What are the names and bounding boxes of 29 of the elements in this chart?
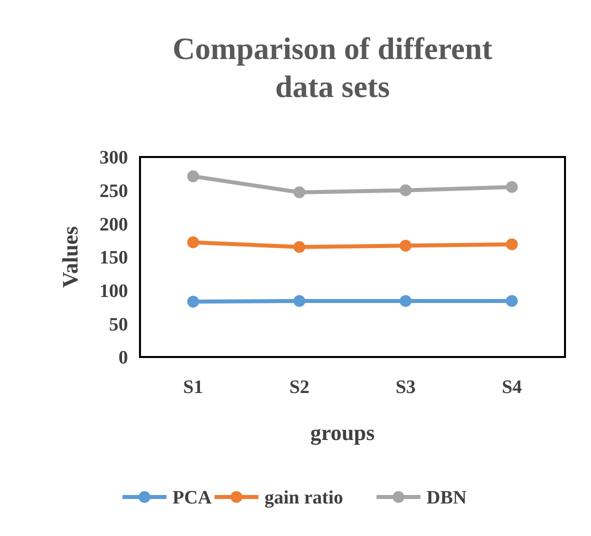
chart-title: Comparison of different data sets [172,31,494,104]
y-tick-label: 0 [118,348,128,369]
legend-label: PCA [172,488,212,509]
point [187,170,200,182]
x-tick-label: S4 [502,377,522,398]
point [293,241,306,253]
point [400,184,412,196]
y-tick-label: 200 [100,214,128,236]
point [506,238,518,250]
point [506,295,518,307]
point [506,181,518,193]
point [293,295,306,307]
point [400,295,412,307]
legend-label: gain ratio [264,488,344,509]
point [187,296,200,308]
y-tick-label: 100 [100,280,128,302]
legend-label: DBN [426,488,467,509]
x-axis-title: groups [310,420,376,445]
y-tick-label: 50 [109,314,128,336]
point [293,186,306,198]
point [187,236,200,248]
y-tick-label: 300 [100,148,128,169]
x-tick-label: S2 [289,377,310,398]
x-tick-label: S1 [183,377,204,398]
y-tick-label: 150 [100,248,128,269]
point [400,240,412,252]
y-tick-label: 250 [100,180,128,202]
x-tick-label: S3 [396,377,416,398]
y-axis-title: Values [58,226,83,288]
